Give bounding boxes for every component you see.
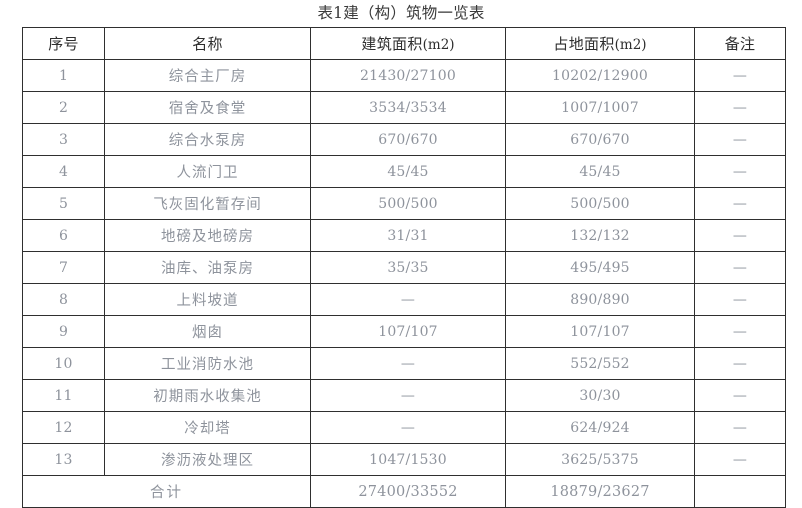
cell-building-area: 45/45 <box>310 155 506 188</box>
column-header-building-area-unit: (m2) <box>422 37 455 53</box>
cell-index: 11 <box>22 379 105 412</box>
cell-remark: — <box>694 123 786 156</box>
cell-remark: — <box>694 219 786 252</box>
table-body: 1 综合主厂房 21430/27100 10202/12900 — 2 宿舍及食… <box>22 59 786 508</box>
cell-land-area: 670/670 <box>505 123 695 156</box>
cell-index: 3 <box>22 123 105 156</box>
cell-remark: — <box>694 187 786 220</box>
table-row: 9 烟囱 107/107 107/107 — <box>22 315 786 348</box>
column-header-index: 序号 <box>22 27 105 60</box>
buildings-table: 序号 名称 建筑面积(m2) 占地面积(m2) 备注 1 综合主厂房 21430… <box>22 27 786 508</box>
cell-building-area: 670/670 <box>310 123 506 156</box>
cell-total-remark <box>694 475 786 508</box>
table-row: 5 飞灰固化暂存间 500/500 500/500 — <box>22 187 786 220</box>
cell-remark: — <box>694 379 786 412</box>
cell-name: 上料坡道 <box>104 283 311 316</box>
cell-remark: — <box>694 411 786 444</box>
cell-land-area: 30/30 <box>505 379 695 412</box>
table-row: 12 冷却塔 — 624/924 — <box>22 411 786 444</box>
cell-land-area: 10202/12900 <box>505 59 695 92</box>
page-title: 表1建（构）筑物一览表 <box>317 4 485 22</box>
cell-building-area: 107/107 <box>310 315 506 348</box>
table-row: 11 初期雨水收集池 — 30/30 — <box>22 379 786 412</box>
cell-index: 9 <box>22 315 105 348</box>
table-row: 10 工业消防水池 — 552/552 — <box>22 347 786 380</box>
cell-remark: — <box>694 443 786 476</box>
cell-building-area: — <box>310 411 506 444</box>
column-header-building-area-label: 建筑面积 <box>361 35 423 53</box>
cell-index: 13 <box>22 443 105 476</box>
cell-remark: — <box>694 155 786 188</box>
cell-index: 7 <box>22 251 105 284</box>
table-row: 2 宿舍及食堂 3534/3534 1007/1007 — <box>22 91 786 124</box>
cell-name: 飞灰固化暂存间 <box>104 187 311 220</box>
cell-total-label: 合计 <box>22 475 311 508</box>
cell-building-area: 500/500 <box>310 187 506 220</box>
column-header-land-area: 占地面积(m2) <box>505 27 695 60</box>
table-total-row: 合计 27400/33552 18879/23627 <box>22 475 786 508</box>
column-header-land-area-label: 占地面积 <box>553 35 615 53</box>
table-row: 3 综合水泵房 670/670 670/670 — <box>22 123 786 156</box>
cell-remark: — <box>694 315 786 348</box>
cell-building-area: 35/35 <box>310 251 506 284</box>
cell-name: 综合水泵房 <box>104 123 311 156</box>
cell-land-area: 107/107 <box>505 315 695 348</box>
cell-land-area: 45/45 <box>505 155 695 188</box>
cell-index: 5 <box>22 187 105 220</box>
cell-land-area: 500/500 <box>505 187 695 220</box>
cell-building-area: — <box>310 283 506 316</box>
cell-index: 8 <box>22 283 105 316</box>
cell-index: 12 <box>22 411 105 444</box>
cell-name: 初期雨水收集池 <box>104 379 311 412</box>
column-header-land-area-unit: (m2) <box>614 37 647 53</box>
cell-remark: — <box>694 251 786 284</box>
table-row: 8 上料坡道 — 890/890 — <box>22 283 786 316</box>
cell-land-area: 552/552 <box>505 347 695 380</box>
table-row: 6 地磅及地磅房 31/31 132/132 — <box>22 219 786 252</box>
cell-name: 综合主厂房 <box>104 59 311 92</box>
cell-remark: — <box>694 91 786 124</box>
cell-name: 工业消防水池 <box>104 347 311 380</box>
table-row: 4 人流门卫 45/45 45/45 — <box>22 155 786 188</box>
cell-total-building-area: 27400/33552 <box>310 475 506 508</box>
cell-name: 渗沥液处理区 <box>104 443 311 476</box>
column-header-name: 名称 <box>104 27 311 60</box>
cell-index: 10 <box>22 347 105 380</box>
cell-remark: — <box>694 283 786 316</box>
table-header: 序号 名称 建筑面积(m2) 占地面积(m2) 备注 <box>22 27 786 60</box>
table-container: 序号 名称 建筑面积(m2) 占地面积(m2) 备注 1 综合主厂房 21430… <box>22 27 786 508</box>
cell-name: 油库、油泵房 <box>104 251 311 284</box>
cell-name: 地磅及地磅房 <box>104 219 311 252</box>
cell-remark: — <box>694 347 786 380</box>
cell-building-area: 3534/3534 <box>310 91 506 124</box>
header-row: 序号 名称 建筑面积(m2) 占地面积(m2) 备注 <box>22 27 786 60</box>
cell-building-area: 1047/1530 <box>310 443 506 476</box>
cell-total-land-area: 18879/23627 <box>505 475 695 508</box>
table-row: 7 油库、油泵房 35/35 495/495 — <box>22 251 786 284</box>
cell-building-area: — <box>310 347 506 380</box>
cell-land-area: 890/890 <box>505 283 695 316</box>
cell-building-area: — <box>310 379 506 412</box>
cell-index: 1 <box>22 59 105 92</box>
cell-index: 6 <box>22 219 105 252</box>
table-row: 1 综合主厂房 21430/27100 10202/12900 — <box>22 59 786 92</box>
cell-building-area: 31/31 <box>310 219 506 252</box>
cell-name: 烟囱 <box>104 315 311 348</box>
cell-land-area: 3625/5375 <box>505 443 695 476</box>
cell-remark: — <box>694 59 786 92</box>
column-header-building-area: 建筑面积(m2) <box>310 27 506 60</box>
cell-land-area: 624/924 <box>505 411 695 444</box>
cell-index: 4 <box>22 155 105 188</box>
cell-name: 人流门卫 <box>104 155 311 188</box>
cell-land-area: 495/495 <box>505 251 695 284</box>
cell-building-area: 21430/27100 <box>310 59 506 92</box>
cell-index: 2 <box>22 91 105 124</box>
column-header-remark: 备注 <box>694 27 786 60</box>
cell-land-area: 132/132 <box>505 219 695 252</box>
cell-land-area: 1007/1007 <box>505 91 695 124</box>
table-row: 13 渗沥液处理区 1047/1530 3625/5375 — <box>22 443 786 476</box>
cell-name: 冷却塔 <box>104 411 311 444</box>
cell-name: 宿舍及食堂 <box>104 91 311 124</box>
